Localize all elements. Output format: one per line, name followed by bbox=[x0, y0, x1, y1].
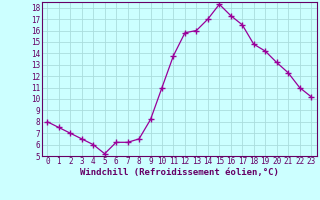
X-axis label: Windchill (Refroidissement éolien,°C): Windchill (Refroidissement éolien,°C) bbox=[80, 168, 279, 177]
